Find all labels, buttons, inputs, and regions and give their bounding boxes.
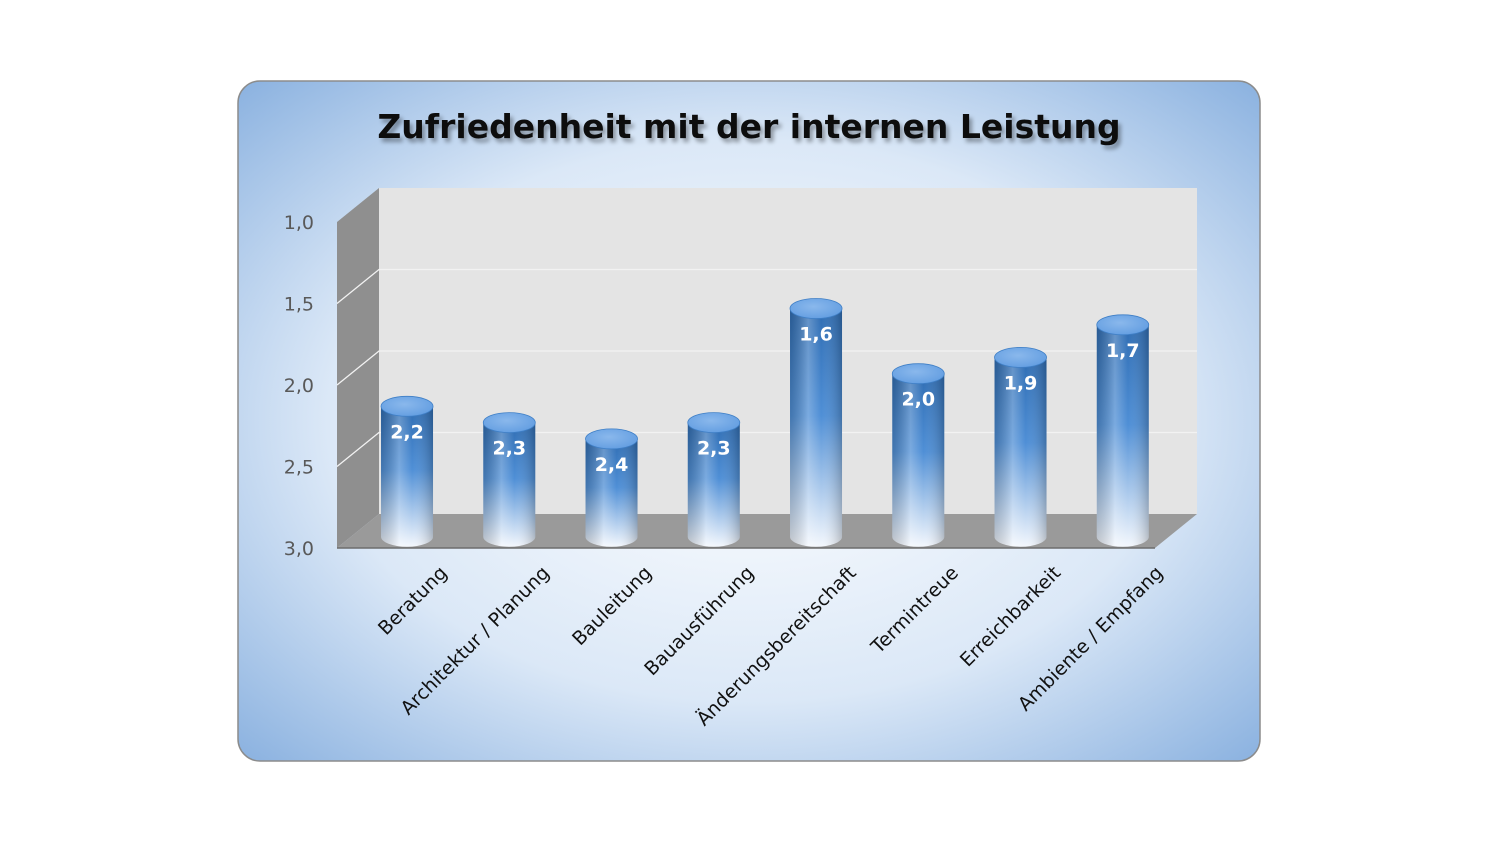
bar-shine [892,373,945,547]
bar: 2,2 [380,395,434,547]
gridline [336,268,1197,305]
bar-cap [891,363,945,385]
plot-area [336,188,1197,549]
bar-shine [585,438,638,547]
bars: 2,2 2,3 2,4 2,3 1,6 2,0 1,9 1,7 [380,298,1150,547]
bar-cap [994,346,1047,368]
chart-title: Zufriedenheit mit der internen Leistung [377,107,1120,146]
y-tick-label: 2,0 [284,375,314,397]
bar-shine [790,308,843,547]
bar-cap [1096,314,1150,336]
y-tick-label: 1,0 [284,212,314,234]
bar: 2,3 [482,412,536,547]
bar: 1,9 [994,346,1047,547]
bar: 1,7 [1096,314,1150,547]
bar-value-label: 1,7 [1106,340,1140,362]
bar: 1,6 [789,298,843,547]
bar-shine [994,357,1047,547]
bar-shine [687,422,740,547]
bar-shine [483,422,536,547]
bar: 2,4 [585,428,638,547]
bar-cap [687,412,741,434]
bar-cap [789,298,843,319]
bar-cap [482,412,536,434]
bar-cap [585,428,638,450]
y-tick-label: 3,0 [284,538,314,560]
bar-value-label: 2,3 [492,438,526,460]
gridline [336,350,1197,386]
bar-value-label: 2,4 [595,454,629,476]
y-axis: 1,0 1,5 2,0 2,5 3,0 [284,212,314,560]
bar-value-label: 2,2 [390,421,424,443]
y-tick-label: 2,5 [284,457,314,479]
bar: 2,0 [891,363,945,547]
bar-value-label: 2,0 [901,389,935,411]
bar-value-label: 1,9 [1004,372,1038,394]
bar-cap [380,395,434,417]
bar-shine [1096,324,1149,547]
bar-shine [381,406,434,547]
y-tick-label: 1,5 [284,294,314,316]
floor [337,514,1197,548]
bar-value-label: 2,3 [697,438,731,460]
bar: 2,3 [687,412,741,547]
bar-value-label: 1,6 [799,324,833,346]
